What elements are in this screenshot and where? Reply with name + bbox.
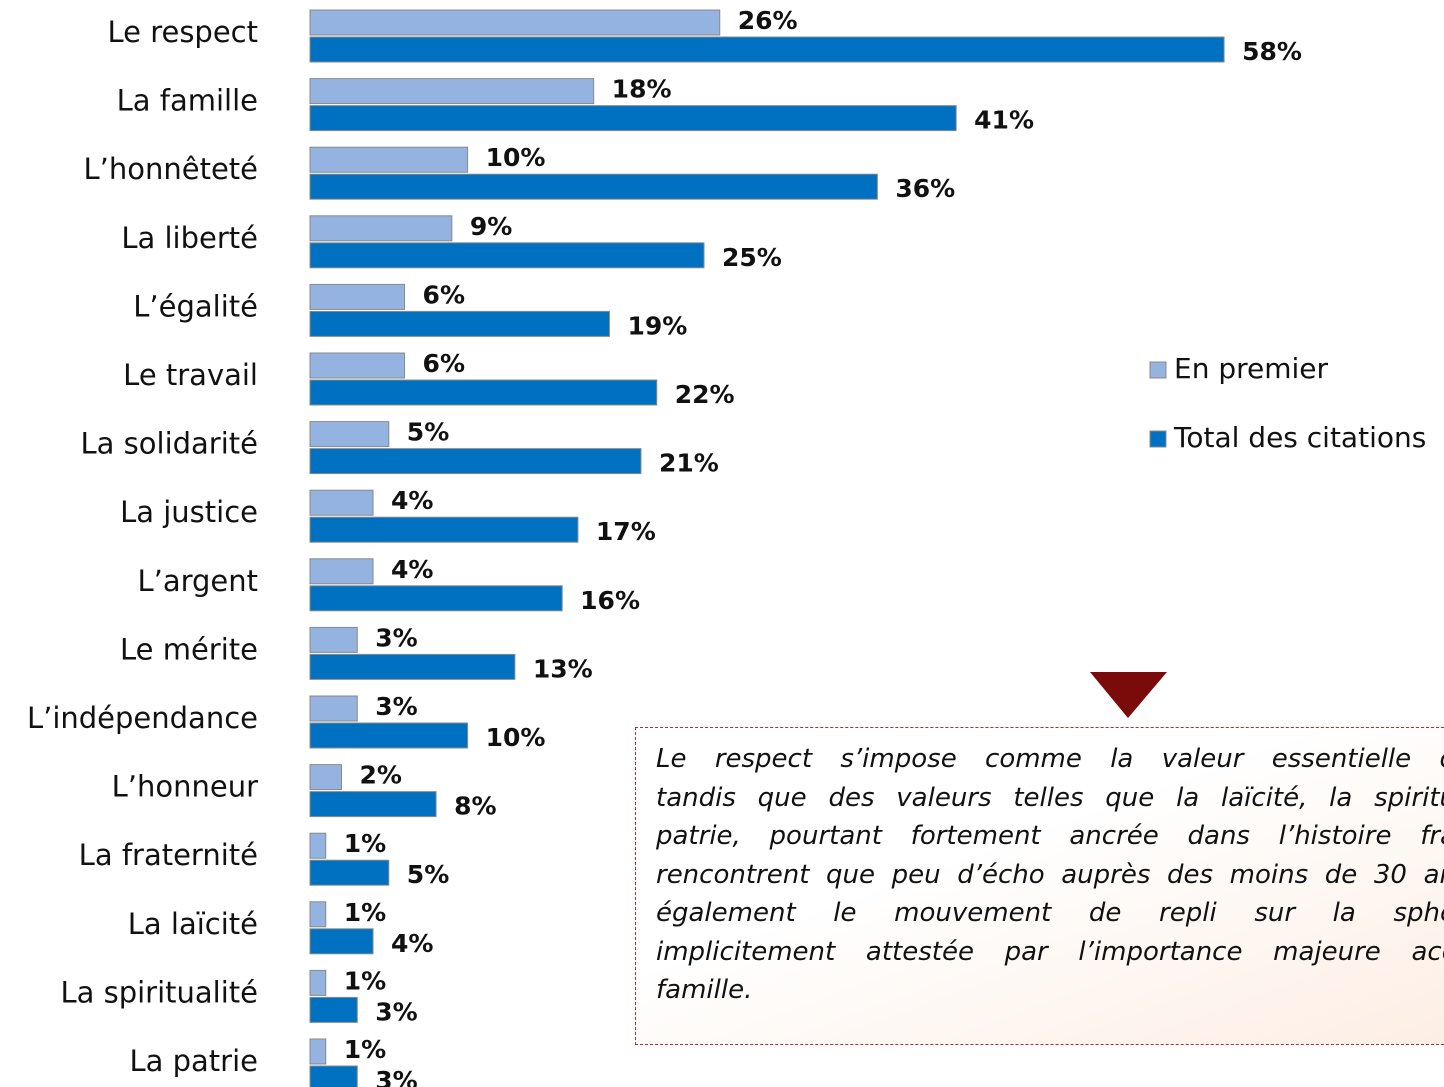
value-label: 16%: [580, 586, 640, 615]
value-label: 4%: [391, 929, 433, 958]
value-label: 6%: [423, 349, 465, 378]
value-label: 10%: [486, 723, 546, 752]
category-label: L’indépendance: [27, 701, 258, 735]
category-label: Le respect: [107, 15, 258, 49]
bar: [309, 901, 327, 928]
bar: [309, 791, 437, 818]
value-label: 3%: [375, 623, 417, 652]
value-label: 3%: [375, 1066, 417, 1087]
category-label: La laïcité: [128, 907, 258, 941]
bar: [309, 626, 358, 653]
annotation: Le respect s’impose comme la valeur esse…: [635, 727, 1444, 1045]
bar: [309, 310, 610, 337]
category-label: La famille: [117, 84, 258, 118]
category-label: L’égalité: [133, 289, 258, 323]
value-label: 36%: [895, 174, 955, 203]
annotation-line: rencontrent que peu d’écho auprès des mo…: [656, 859, 1444, 890]
value-label: 9%: [470, 212, 512, 241]
bar: [309, 173, 878, 200]
category-label: La spiritualité: [60, 975, 258, 1009]
value-label: 8%: [454, 792, 496, 821]
value-label: 22%: [675, 380, 735, 409]
bar: [309, 859, 390, 886]
value-label: 4%: [391, 486, 433, 515]
bar: [309, 653, 516, 680]
bar: [309, 242, 705, 269]
value-label: 2%: [360, 761, 402, 790]
category-label: Le travail: [123, 358, 258, 392]
bar: [309, 969, 327, 996]
bar: [309, 489, 374, 516]
annotation-line: Le respect s’impose comme la valeur esse…: [656, 744, 1444, 774]
value-label: 25%: [722, 243, 782, 272]
bar: [309, 832, 327, 859]
value-label: 1%: [344, 1035, 386, 1064]
category-label: La patrie: [129, 1044, 258, 1078]
value-label: 3%: [375, 692, 417, 721]
value-label: 1%: [344, 898, 386, 927]
value-label: 26%: [738, 6, 798, 35]
category-label: La solidarité: [81, 427, 258, 461]
bar: [309, 1038, 327, 1065]
value-label: 58%: [1242, 37, 1302, 66]
legend-swatch: [1149, 361, 1167, 379]
bar: [309, 105, 957, 132]
category-label: La liberté: [121, 221, 258, 255]
value-label: 19%: [627, 311, 687, 340]
value-label: 1%: [344, 966, 386, 995]
bar: [309, 421, 390, 448]
bar: [309, 585, 563, 612]
bar: [309, 9, 721, 36]
bar: [309, 764, 343, 791]
legend-label: Total des citations: [1173, 421, 1426, 454]
bar: [309, 146, 469, 173]
bar: [309, 1065, 358, 1087]
value-label: 1%: [344, 829, 386, 858]
bar: [309, 928, 374, 955]
category-label: Le mérite: [120, 632, 258, 666]
category-label: L’argent: [137, 564, 258, 598]
bar: [309, 379, 658, 406]
category-label: La fraternité: [79, 838, 258, 872]
value-label: 4%: [391, 555, 433, 584]
value-label: 5%: [407, 860, 449, 889]
annotation-line: tandis que des valeurs telles que la laï…: [656, 782, 1444, 813]
legend-swatch: [1149, 430, 1167, 448]
value-label: 13%: [533, 654, 593, 683]
bar: [309, 36, 1225, 63]
annotation-line: patrie, pourtant fortement ancrée dans l…: [656, 821, 1444, 851]
category-label: La justice: [120, 495, 258, 529]
bar: [309, 352, 406, 379]
legend-label: En premier: [1174, 352, 1329, 385]
value-label: 5%: [407, 418, 449, 447]
value-label: 17%: [596, 517, 656, 546]
bar: [309, 283, 406, 310]
value-label: 3%: [375, 997, 417, 1026]
bar: [309, 516, 579, 543]
category-label: L’honnêteté: [83, 152, 258, 186]
bar: [309, 78, 595, 105]
annotation-line: implicitement attestée par l’importance …: [656, 936, 1444, 967]
annotation-line: famille.: [656, 975, 753, 1005]
bar: [309, 722, 469, 749]
annotation-arrow: [1090, 672, 1167, 718]
category-label: L’honneur: [112, 770, 258, 804]
annotation-line: également le mouvement de repli sur la s…: [656, 898, 1444, 928]
value-label: 18%: [612, 75, 672, 104]
value-label: 41%: [974, 106, 1034, 135]
value-label: 21%: [659, 449, 719, 478]
bar: [309, 215, 453, 242]
bar: [309, 695, 358, 722]
bar: [309, 996, 358, 1023]
value-label: 6%: [423, 280, 465, 309]
value-label: 10%: [486, 143, 546, 172]
bar: [309, 558, 374, 585]
bar: [309, 448, 642, 475]
